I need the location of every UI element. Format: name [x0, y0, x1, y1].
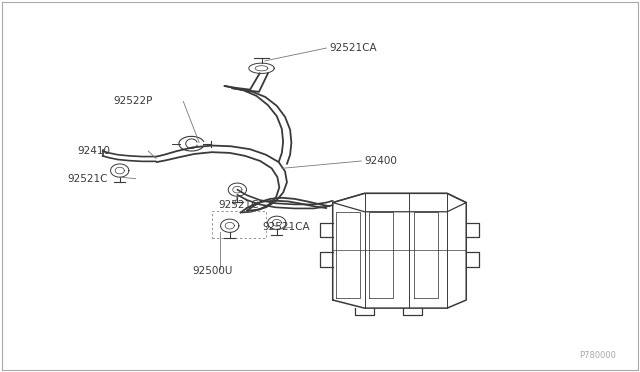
- Text: P780000: P780000: [579, 351, 616, 360]
- Text: 92400: 92400: [365, 156, 397, 166]
- Text: 92500U: 92500U: [193, 266, 233, 276]
- Text: 92521CA: 92521CA: [330, 43, 377, 53]
- Text: 92521C: 92521C: [218, 200, 259, 210]
- Text: 92521C: 92521C: [68, 174, 108, 184]
- Text: 92521CA: 92521CA: [263, 222, 310, 232]
- Text: 92410: 92410: [77, 146, 110, 156]
- Text: 92522P: 92522P: [113, 96, 153, 106]
